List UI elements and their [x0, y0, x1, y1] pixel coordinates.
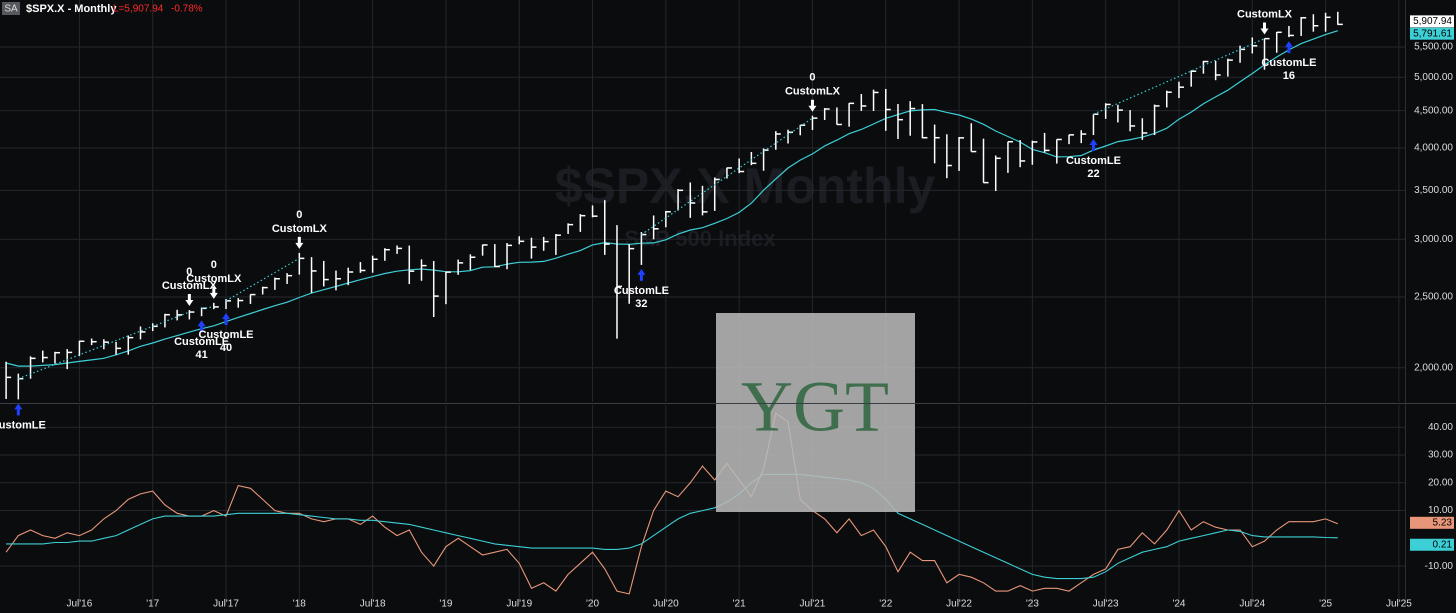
oscillator-line: [5, 412, 1339, 595]
badge: SA: [4, 4, 18, 15]
value-box: [1410, 15, 1454, 28]
signal-count: 0: [211, 259, 217, 271]
x-tick-label: Jul'17: [213, 599, 239, 610]
signal-count: 0: [809, 72, 815, 84]
overlay-text: YGT: [741, 367, 889, 447]
x-tick-label: '19: [439, 599, 452, 610]
entry-arrow: [14, 403, 23, 416]
x-tick-label: '17: [146, 599, 159, 610]
value-box: [1410, 538, 1454, 551]
moving-average: [5, 30, 1338, 367]
signal-label: CustomLX: [162, 280, 218, 292]
signal-label: CustomLX: [272, 223, 328, 235]
y-tick-label: 20.00: [1428, 477, 1453, 488]
signal-label: CustomLE: [0, 419, 46, 431]
x-tick-label: '24: [1172, 599, 1185, 610]
value-box-label: 5.23: [1433, 517, 1453, 528]
value-box: [1410, 27, 1454, 40]
x-tick-label: '20: [586, 599, 599, 610]
y-tick-label: 3,000.00: [1414, 234, 1453, 245]
x-tick-label: Jul'20: [653, 599, 679, 610]
signal-count: 16: [1283, 70, 1295, 82]
y-tick-label: 3,500.00: [1414, 185, 1453, 196]
y-tick-label: 2,000.00: [1414, 362, 1453, 373]
chart-title: $SPX.X - Monthly: [26, 3, 117, 15]
value-box-label: 5,907.94: [1413, 16, 1452, 27]
y-tick-label: 2,500.00: [1414, 292, 1453, 303]
entry-arrow: [197, 320, 206, 333]
overlay-box: [716, 313, 915, 512]
y-tick-label: 4,500.00: [1414, 105, 1453, 116]
watermark: $SPX.X Monthly: [555, 158, 936, 214]
exit-arrow: [1260, 22, 1269, 35]
signal-count: 22: [1087, 168, 1099, 180]
x-tick-label: '22: [879, 599, 892, 610]
x-tick-label: '25: [1319, 599, 1332, 610]
signal-count: 32: [635, 298, 647, 310]
y-tick-label: 4,000.00: [1414, 143, 1453, 154]
oscillator-line: [6, 473, 1338, 580]
trade-line: [18, 311, 190, 380]
badge-box: [2, 2, 20, 15]
trade-line: [641, 117, 813, 236]
exit-arrow: [185, 294, 194, 307]
x-tick-label: '23: [1026, 599, 1039, 610]
watermark-subtitle: S&P 500 Index: [624, 226, 776, 251]
y-tick-label: 40.00: [1428, 422, 1453, 433]
x-tick-label: Jul'23: [1093, 599, 1119, 610]
x-tick-label: Jul'24: [1239, 599, 1265, 610]
grid: [0, 0, 1405, 605]
x-tick-label: '21: [733, 599, 746, 610]
last-price: L=5,907.94: [113, 4, 164, 15]
trade-line: [1093, 38, 1265, 115]
signal-count: 40: [220, 342, 232, 354]
y-tick-label: -10.00: [1425, 561, 1454, 572]
x-tick-label: Jul'25: [1386, 599, 1412, 610]
entry-arrow: [637, 268, 646, 281]
exit-arrow: [209, 286, 218, 299]
exit-arrow: [808, 99, 817, 112]
value-box-label: 0.21: [1433, 539, 1453, 550]
value-box: [1410, 516, 1454, 529]
x-tick-label: Jul'19: [506, 599, 532, 610]
signal-label: CustomLE: [199, 329, 254, 341]
y-tick-label: 5,000.00: [1414, 72, 1453, 83]
signal-label: CustomLX: [1237, 8, 1293, 20]
signal-count: 0: [186, 266, 192, 278]
change: -0.78%: [171, 4, 203, 15]
signal-label: CustomLE: [1066, 155, 1121, 167]
signal-count: 0: [296, 209, 302, 221]
signal-label: CustomLX: [186, 273, 242, 285]
signal-label: CustomLE: [1261, 57, 1316, 69]
y-tick-label: 5,500.00: [1414, 42, 1453, 53]
signal-label: CustomLX: [785, 86, 841, 98]
x-tick-label: Jul'22: [946, 599, 972, 610]
marks: CustomLECustomLX0CustomLE41CustomLX0Cust…: [0, 8, 1343, 595]
exit-arrow: [295, 236, 304, 249]
entry-arrow: [1284, 41, 1293, 54]
y-tick-label: 10.00: [1428, 505, 1453, 516]
signal-label: CustomLE: [174, 336, 229, 348]
entry-arrow: [222, 313, 231, 326]
entry-arrow: [1089, 139, 1098, 152]
y-tick-label: 30.00: [1428, 450, 1453, 461]
x-tick-label: Jul'16: [66, 599, 92, 610]
x-tick-label: Jul'18: [360, 599, 386, 610]
x-tick-label: '18: [293, 599, 306, 610]
signal-label: CustomLE: [614, 285, 669, 297]
value-box-label: 5,791.61: [1413, 28, 1452, 39]
x-tick-label: Jul'21: [800, 599, 826, 610]
signal-count: 41: [195, 349, 207, 361]
